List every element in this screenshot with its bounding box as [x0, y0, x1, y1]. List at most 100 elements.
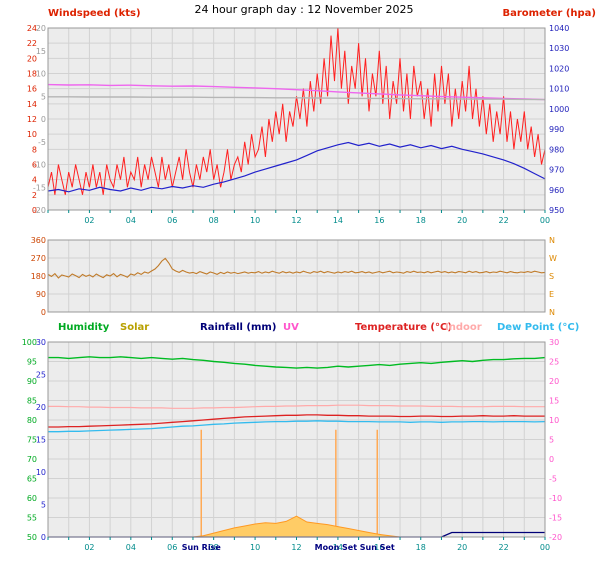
degrees-axis-labels: 360 270 180 90 0 — [31, 236, 46, 317]
windspeed-axis-title: Windspeed (kts) — [48, 8, 141, 19]
svg-text:-5: -5 — [549, 475, 557, 484]
svg-text:20: 20 — [549, 377, 559, 386]
svg-text:N: N — [549, 308, 555, 317]
graph-title: 24 hour graph day : 12 November 2025 — [194, 3, 414, 16]
legend: Humidity Solar Rainfall (mm) UV Temperature … — [0, 322, 608, 337]
svg-text:24: 24 — [27, 24, 37, 33]
svg-text:8: 8 — [32, 145, 37, 154]
svg-text:5: 5 — [41, 92, 46, 101]
svg-text:10: 10 — [36, 468, 46, 477]
svg-text:15: 15 — [549, 397, 559, 406]
svg-text:-20: -20 — [549, 533, 562, 542]
barometer-axis-title: Barometer (hpa) — [502, 8, 596, 19]
svg-text:5: 5 — [41, 501, 46, 510]
dew-point-series — [48, 420, 546, 433]
svg-text:08: 08 — [209, 216, 219, 225]
svg-text:10: 10 — [27, 130, 37, 139]
svg-text:180: 180 — [31, 272, 46, 281]
sun-moon-marker-label: Moon Set — [315, 543, 358, 552]
windspeed-gust-series — [47, 27, 546, 195]
svg-text:14: 14 — [333, 543, 343, 552]
svg-text:20: 20 — [457, 543, 467, 552]
svg-text:22: 22 — [498, 216, 508, 225]
svg-text:95: 95 — [27, 358, 37, 367]
barometer-series — [47, 83, 546, 101]
svg-text:1010: 1010 — [549, 85, 569, 94]
pressure-trend-series — [48, 96, 546, 101]
svg-text:00: 00 — [540, 216, 550, 225]
solar-area — [48, 516, 545, 537]
svg-text:30: 30 — [36, 338, 46, 347]
temp-humidity-rain-time-axis: 02 04 06 08 10 12 14 16 18 20 22 00 Sun Rise Moon Set… — [47, 537, 550, 552]
svg-text:18: 18 — [27, 70, 37, 79]
temp-axis-labels: 30 25 20 15 10 5 0 -5 -10 -15 -20 — [549, 338, 562, 542]
svg-text:20: 20 — [27, 54, 37, 63]
svg-text:E: E — [549, 290, 554, 299]
svg-text:12: 12 — [291, 216, 301, 225]
legend-temperature-c: Temperature (°C) — [355, 322, 452, 333]
svg-text:06: 06 — [167, 543, 177, 552]
svg-text:980: 980 — [549, 145, 564, 154]
svg-text:-20: -20 — [33, 206, 46, 215]
svg-text:90: 90 — [36, 290, 46, 299]
svg-text:16: 16 — [27, 85, 37, 94]
svg-text:08: 08 — [209, 543, 219, 552]
svg-text:0: 0 — [41, 308, 46, 317]
windspeed-barometer-panel: 24222018161412108642020151050-5-10-15-20… — [27, 24, 570, 225]
svg-text:12: 12 — [291, 543, 301, 552]
svg-text:0: 0 — [549, 455, 554, 464]
svg-text:65: 65 — [27, 475, 37, 484]
svg-text:-10: -10 — [549, 494, 562, 503]
svg-text:S: S — [549, 272, 554, 281]
svg-text:25: 25 — [549, 358, 559, 367]
sun-moon-marker-label: Sun Rise — [182, 543, 222, 552]
svg-text:0: 0 — [41, 115, 46, 124]
legend-indoor: Indoor — [445, 322, 482, 333]
svg-text:60: 60 — [27, 494, 37, 503]
svg-text:15: 15 — [36, 436, 46, 445]
svg-text:15: 15 — [36, 47, 46, 56]
svg-text:20: 20 — [36, 403, 46, 412]
svg-text:16: 16 — [374, 543, 384, 552]
svg-text:970: 970 — [549, 166, 564, 175]
windspeed-average-series — [47, 141, 546, 193]
svg-text:00: 00 — [540, 543, 550, 552]
windspeed-barometer-gridlines — [48, 28, 545, 210]
sun-moon-marker-label: Sun Set — [360, 543, 395, 552]
svg-text:1020: 1020 — [549, 64, 569, 73]
svg-text:75: 75 — [27, 436, 37, 445]
svg-text:02: 02 — [84, 543, 94, 552]
svg-text:-5: -5 — [38, 138, 46, 147]
svg-text:18: 18 — [416, 216, 426, 225]
rain-axis-labels: 30 25 20 15 10 5 0 — [36, 338, 46, 542]
svg-text:1040: 1040 — [549, 24, 569, 33]
svg-text:20: 20 — [36, 24, 46, 33]
svg-text:22: 22 — [27, 39, 37, 48]
svg-text:W: W — [549, 254, 557, 263]
svg-text:80: 80 — [27, 416, 37, 425]
svg-text:16: 16 — [374, 216, 384, 225]
svg-text:6: 6 — [32, 161, 37, 170]
legend-solar: Solar — [120, 322, 150, 333]
svg-text:5: 5 — [549, 436, 554, 445]
humidity-axis-labels: 100 95 90 85 80 75 70 65 60 55 50 — [22, 338, 37, 542]
wind-direction-series — [47, 257, 546, 279]
svg-text:990: 990 — [549, 125, 564, 134]
svg-text:0: 0 — [32, 206, 37, 215]
svg-text:960: 960 — [549, 186, 564, 195]
svg-text:90: 90 — [27, 377, 37, 386]
legend-uv: UV — [283, 322, 299, 333]
windspeed-barometer-time-axis: 02 04 06 08 10 12 14 16 18 20 22 00 — [47, 210, 550, 225]
svg-text:1030: 1030 — [549, 44, 569, 53]
svg-text:50: 50 — [27, 533, 37, 542]
svg-text:10: 10 — [549, 416, 559, 425]
svg-text:10: 10 — [36, 70, 46, 79]
svg-text:25: 25 — [36, 371, 46, 380]
svg-text:20: 20 — [457, 216, 467, 225]
